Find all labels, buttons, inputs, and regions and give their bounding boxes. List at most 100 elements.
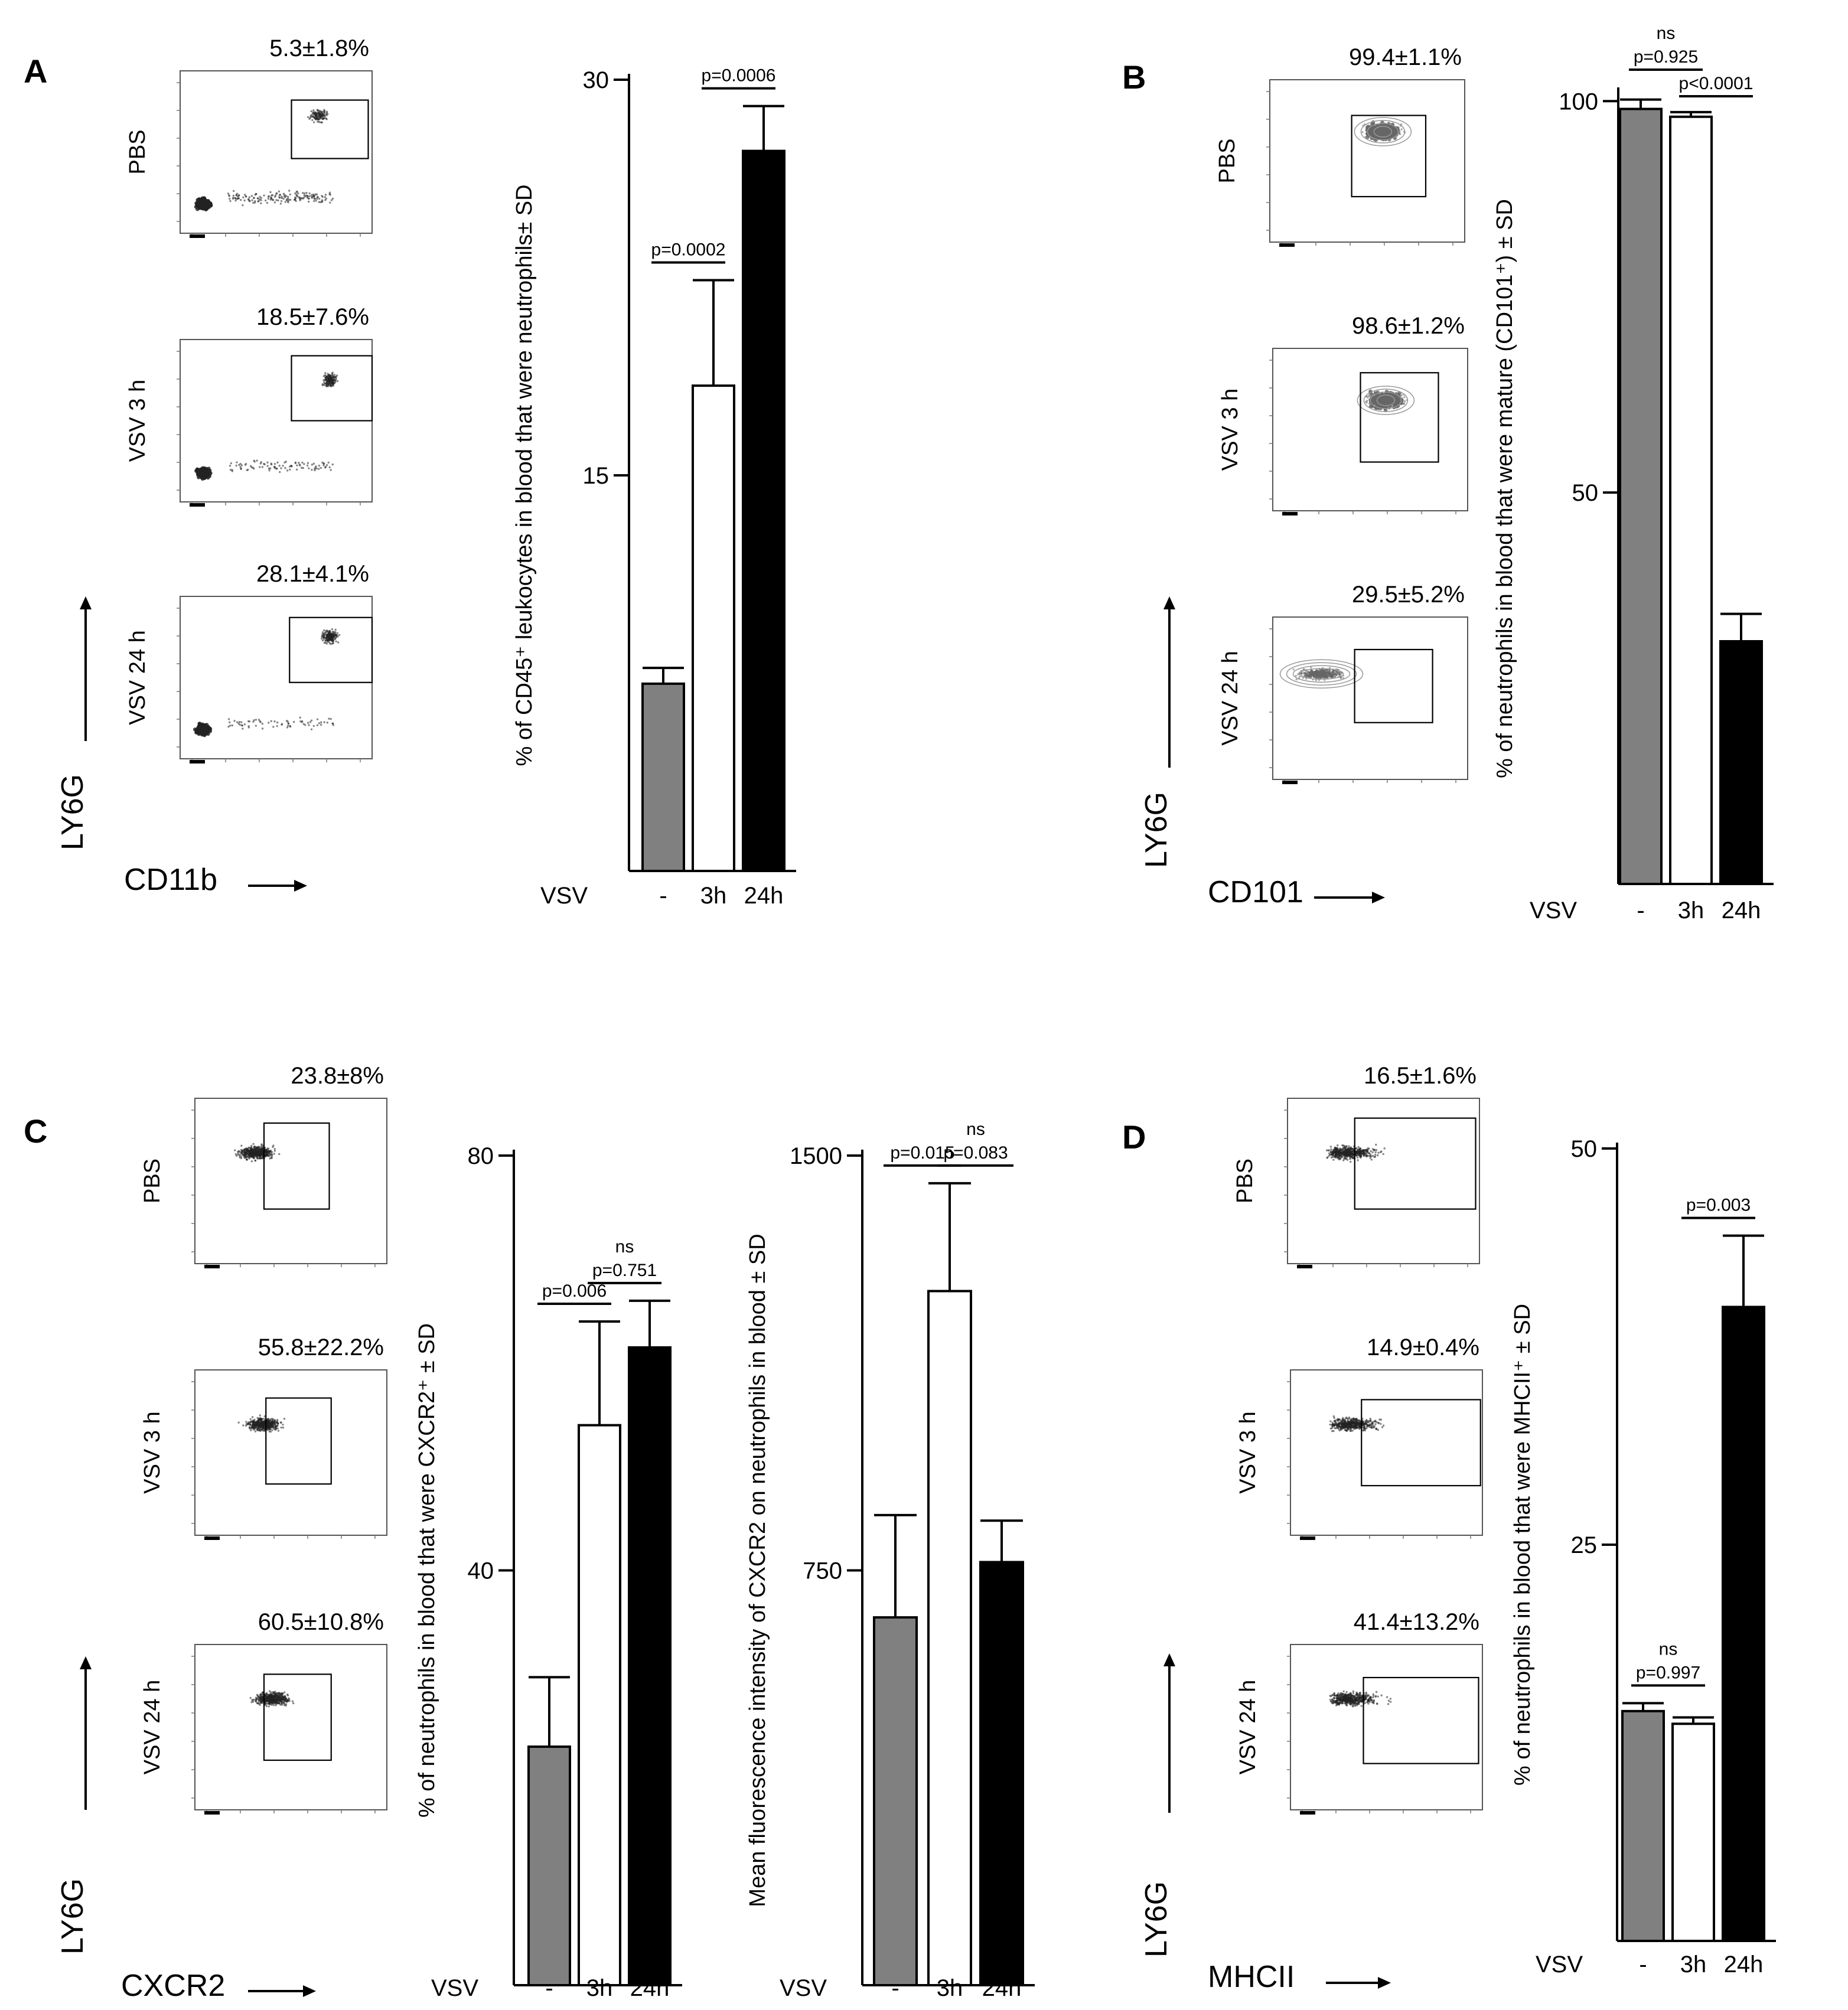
flow-row-label: VSV 3 h — [1236, 1411, 1260, 1493]
flow-gate — [291, 99, 369, 159]
flow-x-axis-title: MHCII — [1208, 1960, 1295, 1994]
flow-gate — [263, 1122, 330, 1210]
panel-letter-A: A — [24, 53, 47, 90]
flow-y-axis-title: LY6G — [1139, 1881, 1174, 1957]
flow-plot-frame — [1272, 616, 1468, 780]
bar-chart-B-0: 50 100 - 3h 24h VSV p=0.925 ns p<0.0001 % of neut… — [1492, 24, 1774, 924]
flow-events — [1329, 1415, 1385, 1433]
flow-plot-B-2 — [1269, 616, 1468, 784]
panel-letter-D: D — [1122, 1118, 1146, 1156]
flow-row-label: VSV 3 h — [1218, 389, 1243, 471]
significance-1: p<0.0001 — [1679, 74, 1753, 97]
x-prefix-label: VSV — [431, 1975, 478, 2001]
x-category-label: 24h — [1724, 1952, 1764, 1978]
flow-row-label: PBS — [1233, 1159, 1257, 1203]
flow-gate — [1361, 1399, 1481, 1487]
y-tick-label: 80 — [468, 1143, 494, 1169]
bar-24h — [1722, 1306, 1765, 1942]
ns-label: ns — [1657, 24, 1676, 43]
flow-gate-stat: 5.3±1.8% — [269, 35, 369, 61]
flow-row-label: VSV 24 h — [125, 630, 150, 725]
significance-1: p=0.003 — [1681, 1196, 1755, 1219]
flow-plot-frame — [1290, 1644, 1483, 1810]
x-category-label: - — [1639, 1952, 1647, 1978]
significance-1: p=0.751 ns — [588, 1237, 661, 1284]
flow-plot-B-0 — [1266, 79, 1465, 247]
flow-gate-stat: 98.6±1.2% — [1352, 313, 1465, 339]
bar-chart-A-0: 15 30 - 3h 24h VSV p=0.0002 p=0.0006 % of CD45⁺ … — [512, 66, 796, 909]
x-prefix-label: VSV — [1530, 898, 1577, 924]
flow-y-axis-title: LY6G — [56, 1878, 90, 1954]
flow-plot-frame — [194, 1644, 387, 1810]
significance-0: p=0.997 ns — [1631, 1639, 1705, 1687]
bar-3h — [1669, 115, 1713, 886]
flow-y-axis-title: LY6G — [56, 774, 90, 850]
flow-plot-frame — [194, 1098, 387, 1264]
flow-events — [193, 628, 341, 738]
flow-plot-C-2 — [191, 1644, 387, 1815]
flow-y-arrow — [80, 1656, 92, 1810]
flow-plot-A-0 — [177, 70, 373, 238]
error-bar-- — [643, 667, 684, 684]
flow-x-arrow — [248, 1985, 316, 1997]
x-category-label: 24h — [630, 1975, 670, 2001]
flow-row-label: PBS — [125, 129, 150, 174]
ns-label: ns — [615, 1237, 634, 1257]
flow-plot-frame — [1269, 79, 1465, 243]
flow-x-axis-title: CXCR2 — [121, 1969, 225, 2003]
flow-plot-frame — [180, 596, 373, 759]
flow-x-axis-title: CD101 — [1208, 875, 1303, 909]
flow-plot-C-0 — [191, 1098, 387, 1268]
flow-y-arrow — [1163, 1653, 1175, 1813]
y-tick-label: 30 — [583, 67, 610, 93]
flow-gate — [1360, 372, 1439, 463]
error-bar-- — [874, 1513, 917, 1618]
ns-label: ns — [966, 1120, 985, 1139]
bar-- — [641, 682, 685, 873]
error-bar-24h — [629, 1299, 670, 1347]
flow-events — [194, 371, 339, 481]
bar-3h — [578, 1424, 621, 1986]
x-category-label: 24h — [1722, 898, 1761, 924]
flow-row-label: VSV 3 h — [125, 380, 150, 462]
y-tick-label: 50 — [1572, 480, 1599, 506]
x-category-label: 3h — [586, 1975, 613, 2001]
error-bar-- — [529, 1676, 570, 1747]
flow-y-arrow — [1163, 596, 1175, 768]
error-bar-- — [1620, 98, 1661, 109]
flow-x-arrow — [1314, 892, 1385, 903]
y-tick-label: 100 — [1559, 89, 1598, 115]
significance-1: p=0.0006 — [702, 66, 775, 90]
x-prefix-label: VSV — [540, 883, 588, 909]
x-category-label: 24h — [982, 1975, 1022, 2001]
flow-gate-stat: 41.4±13.2% — [1354, 1609, 1479, 1635]
ns-label: ns — [1659, 1639, 1678, 1659]
flow-plot-C-1 — [191, 1369, 387, 1540]
error-bar-24h — [1723, 1234, 1764, 1307]
x-category-label: 3h — [1678, 898, 1704, 924]
flow-plot-D-2 — [1287, 1644, 1483, 1815]
flow-events — [194, 109, 334, 211]
flow-y-axis-title: LY6G — [1139, 792, 1174, 868]
flow-plot-D-1 — [1287, 1369, 1483, 1540]
x-category-label: - — [891, 1975, 899, 2001]
flow-row-label: VSV 24 h — [140, 1680, 165, 1775]
bar-- — [527, 1745, 571, 1986]
y-tick-label: 1500 — [790, 1143, 842, 1169]
significance-0: p=0.006 — [537, 1281, 611, 1305]
y-axis-title: Mean fluorescence intensity of CXCR2 on … — [745, 1234, 770, 1907]
x-category-label: 3h — [700, 883, 727, 909]
error-bar-3h — [928, 1182, 971, 1291]
flow-gate-stat: 18.5±7.6% — [256, 304, 369, 330]
flow-plot-frame — [194, 1369, 387, 1536]
bar-- — [1619, 107, 1663, 885]
p-value-label: p=0.003 — [1686, 1196, 1751, 1215]
flow-gate-stat: 16.5±1.6% — [1364, 1063, 1477, 1089]
flow-gate — [1354, 648, 1433, 723]
x-prefix-label: VSV — [780, 1975, 827, 2001]
p-value-label: p=0.083 — [943, 1143, 1008, 1163]
flow-gate-stat: 29.5±5.2% — [1352, 582, 1465, 608]
y-axis-title: % of neutrophils in blood that were matu… — [1492, 199, 1517, 778]
